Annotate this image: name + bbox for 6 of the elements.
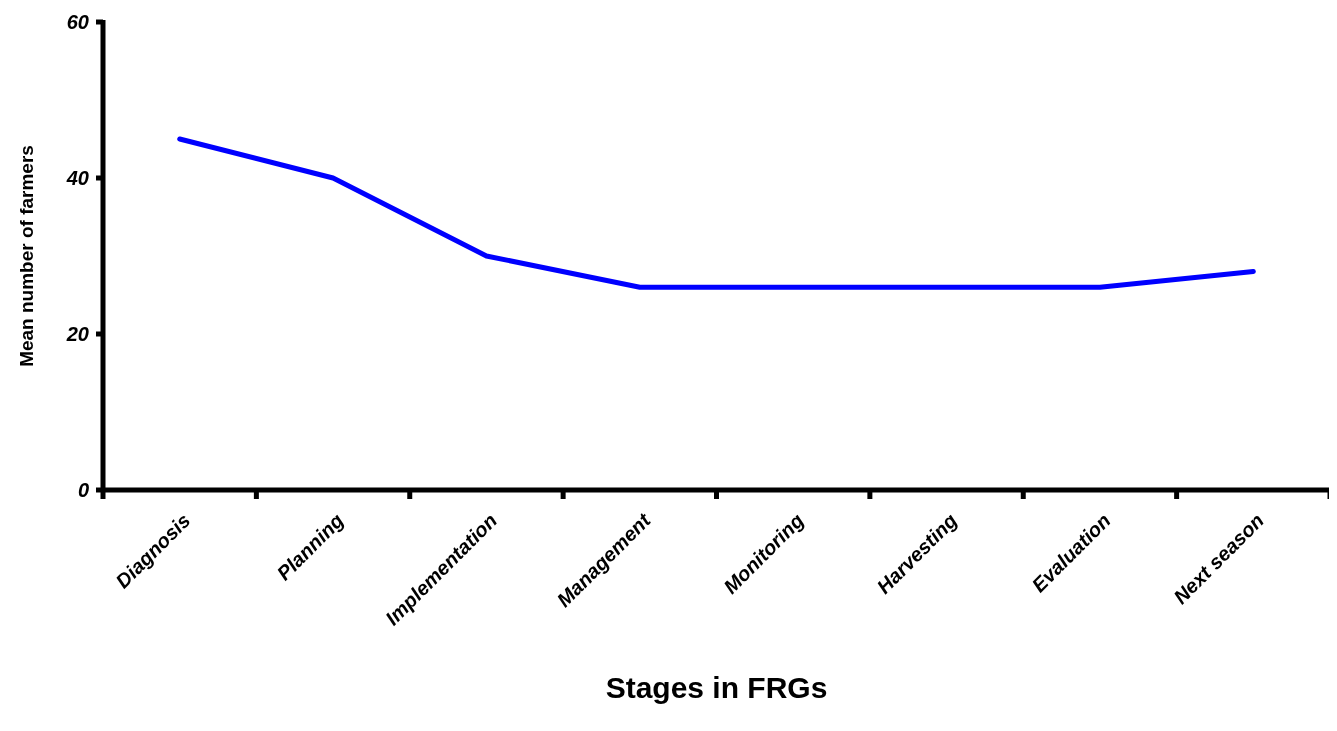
x-axis-title: Stages in FRGs — [605, 671, 828, 704]
y-tick-label: 20 — [65, 323, 89, 345]
y-axis-title: Mean number of farmers — [15, 145, 37, 367]
y-tick-label: 60 — [66, 11, 89, 33]
y-tick-label: 0 — [77, 479, 89, 501]
y-tick-label: 40 — [65, 167, 89, 189]
